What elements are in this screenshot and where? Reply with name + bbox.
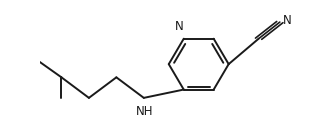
Text: N: N — [175, 20, 184, 33]
Text: N: N — [283, 14, 291, 27]
Text: NH: NH — [136, 105, 154, 118]
